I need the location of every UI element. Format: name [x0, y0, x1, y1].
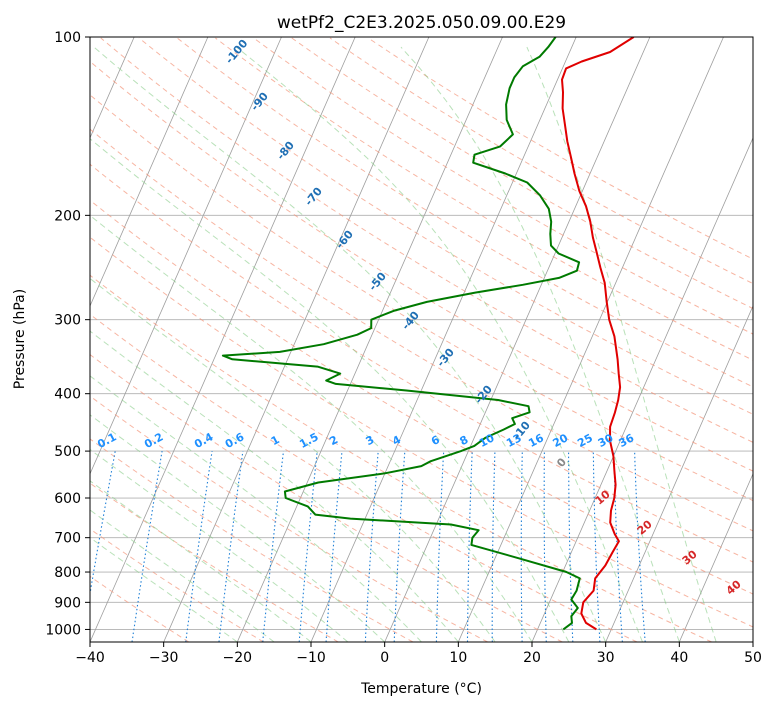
- isotherm-line: [236, 37, 503, 642]
- background-lines: [0, 37, 753, 642]
- moist-adiabat-line: [90, 214, 533, 642]
- mixing-ratio-line: [185, 451, 213, 642]
- dry-adiabat-line: [90, 438, 414, 642]
- y-tick-label: 800: [54, 565, 81, 581]
- isotherm-line: [605, 304, 753, 642]
- mixing-ratio-line: [131, 451, 163, 642]
- isotherm-line: [752, 641, 753, 642]
- x-tick-label: −40: [75, 650, 105, 666]
- dry-adiabat-line: [90, 482, 339, 642]
- plot-frame: [89, 36, 754, 643]
- dry-adiabat-line: [90, 60, 753, 472]
- mixing-ratio-label: 10: [477, 431, 497, 450]
- y-tick-label: 1000: [45, 622, 81, 638]
- moist-adiabat-line: [90, 414, 386, 642]
- mixing-ratio-label: 16: [526, 431, 546, 450]
- y-tick-label: 500: [54, 444, 81, 460]
- isotherm-line: [90, 37, 356, 642]
- dry-adiabat-line: [253, 37, 753, 335]
- mixing-ratio-label: 30: [596, 431, 616, 450]
- chart-title: wetPf2_C2E3.2025.050.09.00.E29: [277, 13, 566, 33]
- mixing-ratio-line: [325, 451, 343, 642]
- moist-adiabat-line: [90, 277, 496, 642]
- moist-adiabat-line: [90, 375, 422, 642]
- x-tick-label: −30: [149, 650, 179, 666]
- sounding-series: [221, 37, 635, 631]
- dewpoint-profile-line: [221, 37, 581, 631]
- y-tick-label: 200: [54, 208, 81, 224]
- isotherm-line: [531, 136, 753, 642]
- dry-adiabat-line: [90, 313, 638, 642]
- dry-adiabat-line: [90, 274, 712, 642]
- plot-background: [90, 37, 753, 642]
- y-tick-label: 600: [54, 491, 81, 507]
- mixing-ratio-label: 36: [617, 431, 637, 450]
- moist-adiabat-line: [90, 448, 349, 642]
- mixing-ratio-line: [218, 451, 244, 642]
- mixing-ratio-label: 13: [504, 431, 524, 450]
- x-tick-label: 50: [744, 650, 762, 666]
- dry-adiabat-line: [100, 37, 753, 443]
- axes: −40 −30 −20 −10 0 10 20 30 40 50 100 200 300 400 500 60…: [45, 30, 762, 666]
- moist-adiabat-line: [236, 46, 643, 642]
- moist-adiabat-line: [90, 138, 570, 642]
- isotherm-line: [310, 37, 577, 642]
- y-axis-label: Pressure (hPa): [12, 289, 28, 389]
- dry-adiabat-line: [176, 37, 753, 388]
- mixing-ratio-label: 25: [575, 431, 595, 450]
- y-tick-label: 900: [54, 595, 81, 611]
- isotherm-line: [90, 37, 282, 475]
- x-tick-label: 10: [449, 650, 467, 666]
- isotherm-line: [90, 37, 209, 307]
- isotherm-line: [163, 37, 430, 642]
- mixing-ratio-line: [298, 451, 318, 642]
- y-tick-label: 700: [54, 531, 81, 547]
- dry-adiabat-line: [138, 37, 753, 415]
- isotherm-line: [384, 37, 651, 642]
- moist-adiabat-line: [526, 46, 717, 642]
- temperature-profile-line: [561, 37, 635, 631]
- moist-adiabat-line: [90, 537, 238, 642]
- y-tick-label: 400: [54, 387, 81, 403]
- x-tick-label: 0: [380, 650, 389, 666]
- mixing-ratio-line: [262, 451, 285, 642]
- isotherm-line: [0, 37, 61, 642]
- x-axis-label: Temperature (°C): [360, 681, 482, 697]
- dry-adiabat-line: [90, 236, 753, 628]
- x-tick-label: −20: [223, 650, 253, 666]
- isotherm-line: [457, 37, 724, 642]
- x-tick-label: 20: [523, 650, 541, 666]
- dry-adiabat-line: [90, 199, 753, 595]
- y-tick-label: 100: [54, 30, 81, 46]
- dry-adiabat-line: [291, 37, 753, 310]
- mixing-ratio-label: 20: [551, 431, 571, 450]
- isotherm-line: [678, 472, 753, 642]
- moist-adiabat-line: [400, 46, 680, 642]
- y-tick-label: 300: [54, 313, 81, 329]
- x-tick-label: 30: [597, 650, 615, 666]
- x-tick-label: 40: [670, 650, 688, 666]
- moist-adiabat-line: [93, 46, 607, 642]
- x-tick-label: −10: [296, 650, 326, 666]
- moist-adiabat-line: [90, 330, 459, 642]
